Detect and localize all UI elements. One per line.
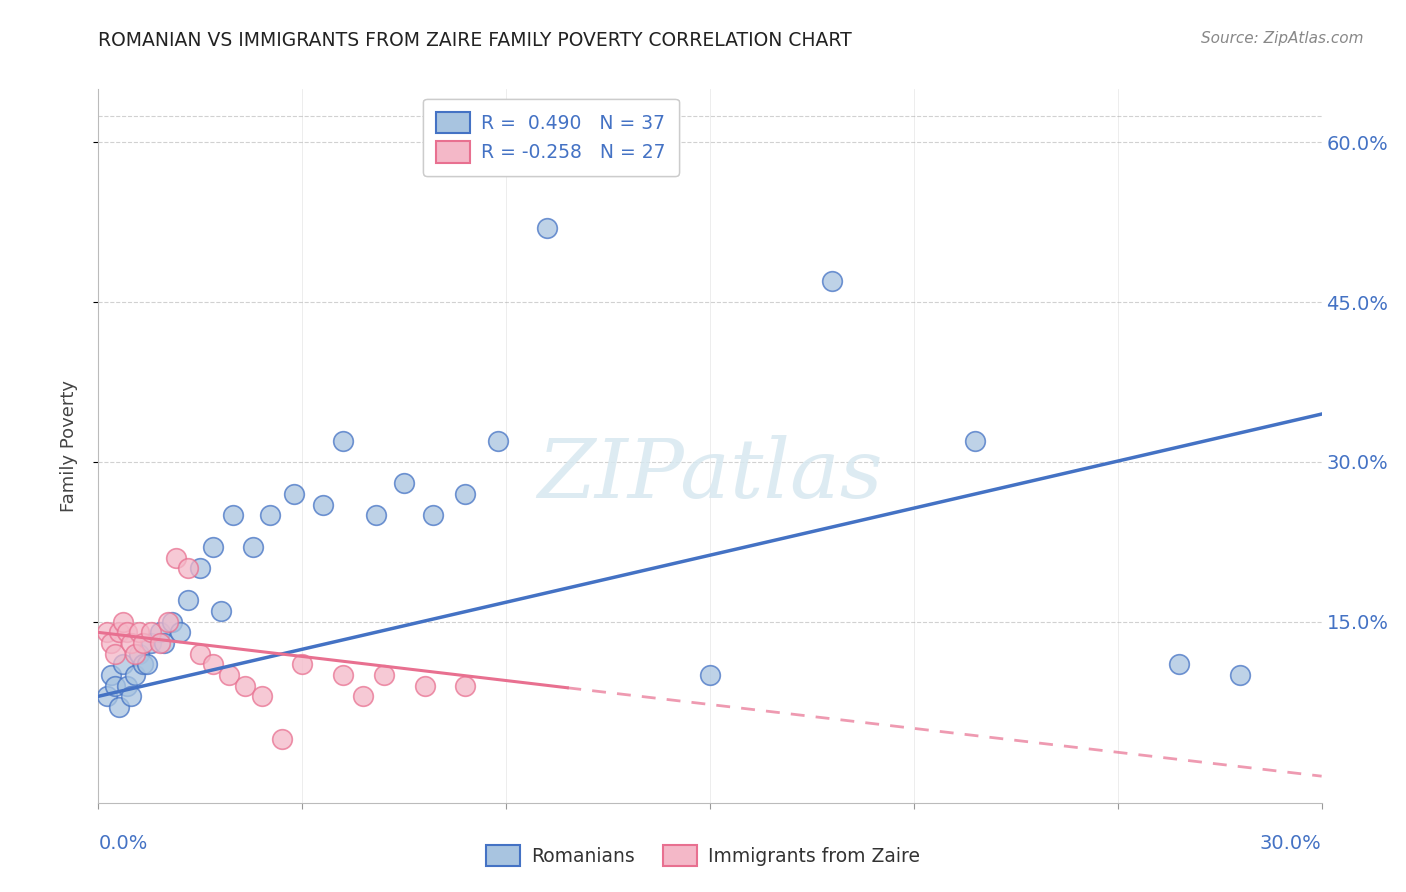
Point (364, 508, 387, 523)
Point (536, 220, 558, 235)
Point (152, 636, 174, 650)
Point (233, 679, 256, 693)
Point (104, 679, 127, 693)
Point (108, 625, 131, 640)
Point (177, 593, 200, 607)
Point (149, 636, 172, 650)
Point (454, 487, 477, 501)
Point (100, 668, 122, 682)
Point (1167, 657, 1189, 672)
Point (188, 561, 212, 575)
Point (128, 647, 150, 661)
Point (165, 550, 187, 565)
Y-axis label: Family Poverty: Family Poverty (59, 380, 77, 512)
Point (283, 487, 305, 501)
Point (177, 561, 200, 575)
Point (188, 647, 212, 661)
Point (120, 690, 142, 704)
Point (312, 498, 335, 512)
Point (160, 615, 183, 629)
Point (149, 625, 172, 640)
Point (201, 657, 224, 672)
Point (209, 604, 232, 618)
Point (120, 636, 142, 650)
Point (270, 731, 294, 746)
Point (332, 668, 354, 682)
Point (96, 625, 118, 640)
Point (111, 657, 134, 672)
Point (965, 434, 987, 448)
Text: Source: ZipAtlas.com: Source: ZipAtlas.com (1201, 31, 1364, 46)
Point (392, 476, 416, 491)
Point (115, 679, 138, 693)
Point (821, 274, 844, 288)
Point (111, 615, 134, 629)
Point (1229, 668, 1251, 682)
Point (136, 657, 159, 672)
Point (141, 625, 163, 640)
Point (259, 508, 281, 523)
Point (222, 508, 245, 523)
Point (132, 636, 155, 650)
Point (115, 625, 138, 640)
Point (132, 657, 155, 672)
Point (104, 647, 127, 661)
Point (413, 679, 436, 693)
Point (218, 668, 240, 682)
Point (291, 657, 314, 672)
Point (169, 625, 191, 640)
Point (250, 690, 273, 704)
Point (699, 668, 721, 682)
Text: 30.0%: 30.0% (1260, 834, 1322, 853)
Point (422, 508, 444, 523)
Point (201, 540, 224, 554)
Point (100, 636, 122, 650)
Point (454, 679, 477, 693)
Point (128, 625, 150, 640)
Point (332, 434, 354, 448)
Point (141, 636, 163, 650)
Point (124, 647, 146, 661)
Point (96, 690, 118, 704)
Text: 0.0%: 0.0% (98, 834, 148, 853)
Point (486, 434, 509, 448)
Text: ZIPatlas: ZIPatlas (537, 434, 883, 515)
Text: ROMANIAN VS IMMIGRANTS FROM ZAIRE FAMILY POVERTY CORRELATION CHART: ROMANIAN VS IMMIGRANTS FROM ZAIRE FAMILY… (98, 31, 852, 50)
Point (108, 700, 131, 714)
Point (124, 668, 146, 682)
Point (373, 668, 395, 682)
Point (352, 690, 374, 704)
Point (156, 615, 179, 629)
Legend: Romanians, Immigrants from Zaire: Romanians, Immigrants from Zaire (478, 837, 928, 873)
Legend: R =  0.490   N = 37, R = -0.258   N = 27: R = 0.490 N = 37, R = -0.258 N = 27 (423, 99, 679, 176)
Point (242, 540, 264, 554)
